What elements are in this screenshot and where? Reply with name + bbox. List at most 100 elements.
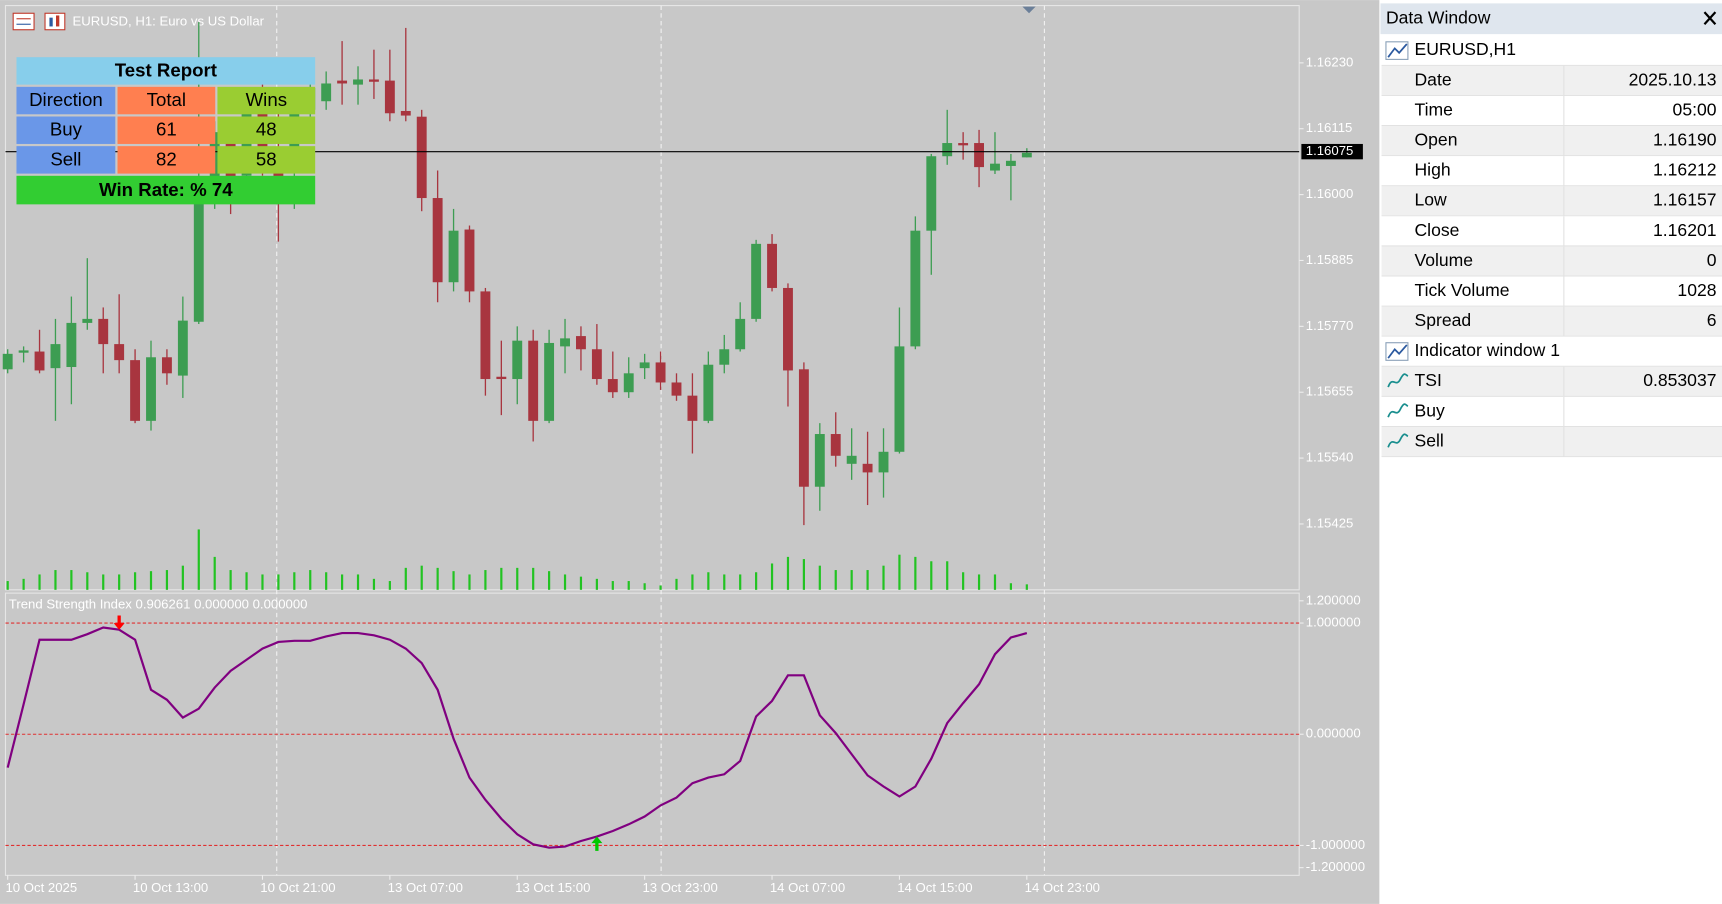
- volume-bar: [197, 529, 200, 590]
- x-tick-label: 14 Oct 15:00: [897, 880, 972, 895]
- x-tick-label: 13 Oct 23:00: [642, 880, 717, 895]
- volume-bar: [532, 567, 535, 590]
- volume-bar: [436, 567, 439, 590]
- volume-bar: [707, 572, 710, 590]
- candle-body: [830, 434, 841, 456]
- report-cell: [16, 146, 116, 174]
- candle-body: [416, 116, 427, 199]
- candle-body: [432, 198, 443, 283]
- report-footer: Win Rate: % 74: [99, 179, 233, 200]
- y-tick-label: 1.16000: [1306, 186, 1354, 201]
- row-background: [1381, 246, 1722, 277]
- report-cell: [16, 116, 116, 144]
- row-icon: [1387, 373, 1409, 388]
- period-separators: [276, 5, 1045, 876]
- report-value: 82: [156, 148, 177, 169]
- candle-body: [560, 338, 570, 347]
- volume-bar: [245, 572, 248, 590]
- volume-bar: [548, 571, 551, 590]
- candle-body: [193, 198, 204, 322]
- candle-body: [767, 243, 777, 288]
- report-header: Direction: [29, 89, 103, 110]
- volume-bar: [149, 571, 153, 590]
- candle-body: [528, 340, 539, 421]
- volume-bar: [755, 572, 758, 590]
- candle-body: [98, 318, 109, 345]
- report-cell: [117, 116, 216, 144]
- close-button[interactable]: [1703, 11, 1717, 25]
- volume-bar: [22, 578, 25, 590]
- volume-bar: [70, 570, 73, 590]
- candle-body: [82, 318, 93, 323]
- volume-bar: [165, 570, 169, 590]
- volume-bar: [452, 571, 455, 590]
- y-tick-label: 1.000000: [1306, 615, 1361, 630]
- icon: [44, 12, 66, 31]
- row-background: [1381, 276, 1722, 307]
- volume-bar: [993, 574, 997, 590]
- data-window-title: Data Window: [1386, 7, 1491, 27]
- candle-body: [814, 434, 825, 487]
- volume-bar: [627, 581, 630, 590]
- volume-bar: [325, 572, 328, 590]
- x-tick-label: 10 Oct 21:00: [260, 880, 335, 895]
- volume-bar: [563, 574, 567, 590]
- row-label: Spread: [1415, 310, 1472, 330]
- indicator-title: Trend Strength Index 0.906261 0.000000 0…: [9, 597, 308, 612]
- row-value: 0: [1707, 250, 1717, 270]
- candle-body: [671, 382, 682, 396]
- current-price-box: [1301, 143, 1363, 160]
- row-label: Volume: [1415, 250, 1474, 270]
- row-label: Sell: [1415, 430, 1444, 450]
- report-cell: [117, 146, 216, 174]
- x-tick-label: 13 Oct 07:00: [388, 880, 463, 895]
- volume-bar: [962, 572, 965, 590]
- volume-bar: [133, 572, 137, 590]
- candle-body: [161, 357, 172, 374]
- candle-body: [846, 455, 857, 464]
- report-footer-cell: [16, 175, 316, 205]
- x-tick-label: 14 Oct 07:00: [770, 880, 845, 895]
- volume-bar: [786, 556, 790, 590]
- row-value: 1.16212: [1653, 160, 1716, 180]
- candle-body: [783, 287, 793, 371]
- y-tick-label: -1.200000: [1306, 859, 1365, 874]
- volume-bar: [914, 556, 917, 590]
- candle-body: [798, 369, 809, 487]
- volume-bar: [340, 574, 344, 590]
- row-value: 05:00: [1673, 99, 1717, 119]
- row-background: [1381, 396, 1722, 427]
- volume-bar: [500, 567, 503, 590]
- volume-bar: [468, 574, 471, 590]
- volume-bar: [850, 570, 853, 590]
- row-background: [1381, 156, 1722, 186]
- volume-bar: [770, 563, 774, 590]
- row-background: [1381, 366, 1722, 397]
- y-tick-label: 1.15655: [1306, 384, 1354, 399]
- candle-body: [66, 322, 77, 368]
- candle-body: [878, 451, 889, 473]
- row-label: TSI: [1415, 370, 1442, 390]
- row-background: [1381, 336, 1722, 367]
- row-icon: [1387, 433, 1409, 448]
- row-background: [1381, 216, 1722, 246]
- y-tick-label: -1.000000: [1306, 837, 1365, 852]
- row-background: [1381, 306, 1722, 337]
- price-panel: [4, 5, 1300, 591]
- candle-body: [448, 230, 459, 283]
- volume-bar: [691, 574, 694, 590]
- x-tick-label: 13 Oct 15:00: [515, 880, 590, 895]
- report-header: Wins: [246, 89, 287, 110]
- volume-bar: [213, 556, 216, 590]
- report-header-cell: [16, 86, 116, 115]
- candle-body: [958, 143, 969, 146]
- candle-body: [910, 230, 921, 347]
- row-label: Low: [1415, 190, 1448, 210]
- row-label: Tick Volume: [1415, 280, 1510, 300]
- volume-bar: [309, 570, 312, 590]
- y-tick-label: 0.000000: [1306, 726, 1361, 741]
- candle-body: [974, 143, 984, 168]
- icon: [12, 12, 35, 31]
